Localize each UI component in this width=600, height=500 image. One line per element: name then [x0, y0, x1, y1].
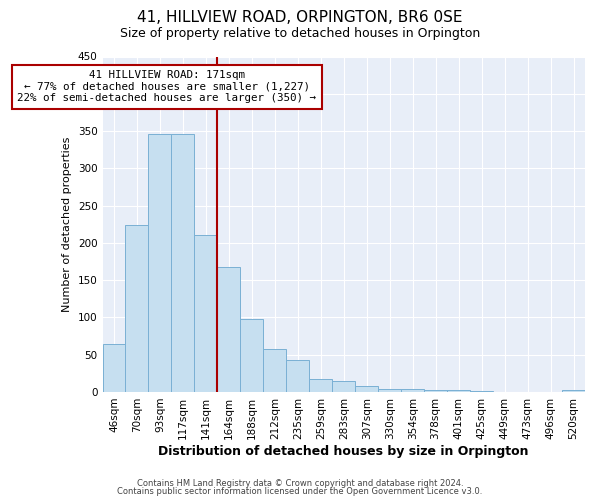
- Bar: [263, 350, 286, 392]
- Bar: [401, 389, 424, 392]
- Y-axis label: Number of detached properties: Number of detached properties: [62, 136, 73, 312]
- Bar: [378, 389, 401, 392]
- Bar: [217, 268, 241, 392]
- Text: 41, HILLVIEW ROAD, ORPINGTON, BR6 0SE: 41, HILLVIEW ROAD, ORPINGTON, BR6 0SE: [137, 10, 463, 25]
- Text: Size of property relative to detached houses in Orpington: Size of property relative to detached ho…: [120, 28, 480, 40]
- Text: Contains HM Land Registry data © Crown copyright and database right 2024.: Contains HM Land Registry data © Crown c…: [137, 478, 463, 488]
- Bar: [241, 319, 263, 392]
- Bar: [286, 360, 309, 392]
- X-axis label: Distribution of detached houses by size in Orpington: Distribution of detached houses by size …: [158, 444, 529, 458]
- Bar: [103, 344, 125, 392]
- Text: 41 HILLVIEW ROAD: 171sqm
← 77% of detached houses are smaller (1,227)
22% of sem: 41 HILLVIEW ROAD: 171sqm ← 77% of detach…: [17, 70, 316, 103]
- Bar: [447, 390, 470, 392]
- Bar: [125, 225, 148, 392]
- Bar: [332, 381, 355, 392]
- Bar: [355, 386, 378, 392]
- Text: Contains public sector information licensed under the Open Government Licence v3: Contains public sector information licen…: [118, 487, 482, 496]
- Bar: [470, 391, 493, 392]
- Bar: [194, 236, 217, 392]
- Bar: [562, 390, 585, 392]
- Bar: [309, 380, 332, 392]
- Bar: [172, 134, 194, 392]
- Bar: [148, 134, 172, 392]
- Bar: [424, 390, 447, 392]
